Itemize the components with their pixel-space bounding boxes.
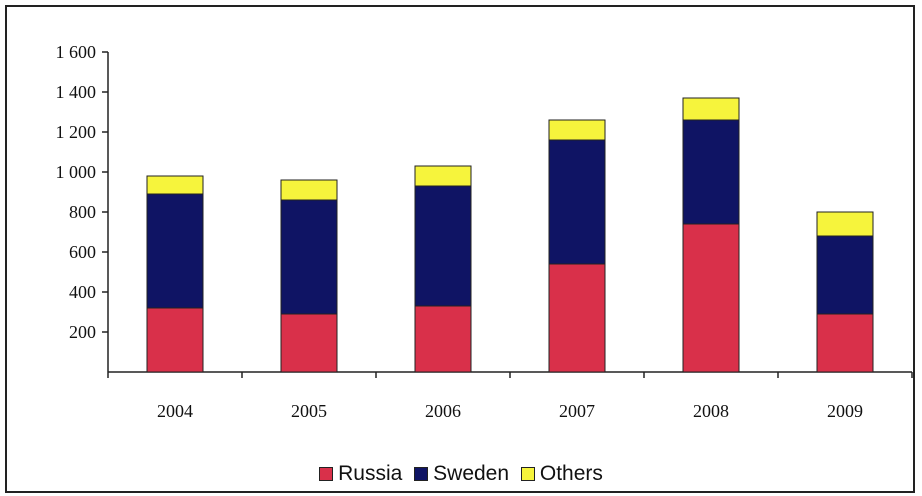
- legend-label-sweden: Sweden: [433, 462, 510, 485]
- y-tick-label: 400: [69, 282, 96, 302]
- legend-item-sweden: Sweden: [414, 462, 509, 486]
- x-tick-label: 2005: [291, 401, 327, 421]
- bar-russia-2005: [280, 313, 338, 373]
- bar-sweden-2009: [816, 235, 874, 315]
- bar-others-2004: [146, 175, 204, 195]
- bar-others-2005: [280, 179, 338, 201]
- legend-item-russia: Russia: [319, 462, 402, 486]
- x-tick-label: 2007: [559, 401, 595, 421]
- bar-russia-2006: [414, 305, 472, 373]
- bar-russia-2009: [816, 313, 874, 373]
- legend-swatch-russia: [319, 467, 334, 481]
- bar-russia-2007: [548, 263, 606, 373]
- legend-label-russia: Russia: [338, 462, 403, 485]
- bar-sweden-2006: [414, 185, 472, 307]
- y-tick-label: 800: [69, 202, 96, 222]
- bar-sweden-2007: [548, 139, 606, 265]
- bar-others-2007: [548, 119, 606, 141]
- x-tick-label: 2008: [693, 401, 729, 421]
- y-tick-label: 1 400: [56, 82, 97, 102]
- legend: Russia Sweden Others: [0, 462, 922, 487]
- bar-russia-2008: [682, 223, 740, 373]
- bar-others-2006: [414, 165, 472, 187]
- y-tick-label: 200: [69, 322, 96, 342]
- bar-russia-2004: [146, 307, 204, 373]
- bar-sweden-2008: [682, 119, 740, 225]
- y-tick-label: 600: [69, 242, 96, 262]
- legend-swatch-sweden: [414, 467, 429, 481]
- bar-sweden-2005: [280, 199, 338, 315]
- y-tick-label: 1 000: [56, 162, 97, 182]
- x-tick-label: 2009: [827, 401, 863, 421]
- legend-label-others: Others: [539, 462, 603, 485]
- bar-sweden-2004: [146, 193, 204, 309]
- bar-others-2008: [682, 97, 740, 121]
- x-tick-label: 2006: [425, 401, 461, 421]
- legend-swatch-others: [520, 467, 535, 481]
- y-tick-label: 1 200: [56, 122, 97, 142]
- bar-others-2009: [816, 211, 874, 237]
- x-tick-label: 2004: [157, 401, 193, 421]
- y-tick-label: 1 600: [56, 42, 97, 62]
- legend-item-others: Others: [520, 462, 603, 486]
